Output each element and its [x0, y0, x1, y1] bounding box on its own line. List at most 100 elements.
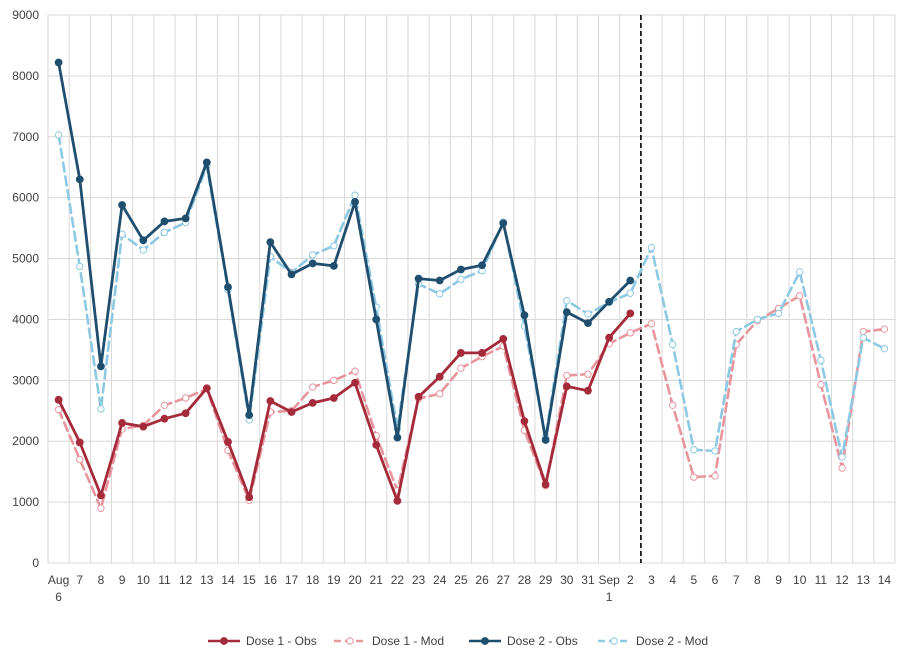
- data-point-dose-1-mod: [436, 390, 444, 398]
- x-tick-label: 29: [539, 573, 553, 587]
- legend-swatch-marker: [610, 637, 618, 645]
- data-point-dose-1-mod: [351, 367, 359, 375]
- data-point-dose-1-mod: [76, 455, 84, 464]
- x-tick-label: 6: [712, 573, 719, 587]
- data-point-dose-1-mod: [796, 291, 804, 300]
- data-point-dose-2-obs: [75, 175, 84, 184]
- data-point-dose-2-obs: [351, 198, 359, 206]
- data-point-dose-2-obs: [457, 265, 465, 274]
- data-point-dose-1-mod: [711, 472, 719, 480]
- data-point-dose-1-mod: [647, 320, 656, 328]
- data-point-dose-2-obs: [202, 158, 211, 167]
- x-tick-label: 11: [815, 573, 828, 587]
- series-group: [54, 58, 889, 512]
- data-point-dose-2-obs: [393, 433, 402, 442]
- y-tick-label: 2000: [12, 434, 39, 448]
- data-point-dose-2-obs: [584, 319, 592, 327]
- data-point-dose-1-obs: [160, 414, 169, 423]
- x-tick-label: 9: [775, 573, 782, 587]
- legend-label: Dose 2 - Obs: [507, 634, 578, 648]
- x-month-sublabel: 1: [606, 590, 613, 604]
- y-tick-label: 3000: [12, 373, 39, 387]
- data-point-dose-2-obs: [562, 308, 571, 317]
- data-point-dose-1-mod: [859, 327, 867, 336]
- y-tick-label: 7000: [12, 130, 39, 144]
- x-tick-label: 22: [391, 573, 405, 587]
- data-point-dose-2-obs: [520, 311, 529, 320]
- data-point-dose-1-obs: [584, 386, 592, 395]
- x-tick-label: 7: [76, 573, 83, 587]
- x-tick-label: 9: [119, 573, 126, 587]
- data-point-dose-1-mod: [817, 380, 825, 389]
- y-tick-label: 4000: [12, 312, 39, 326]
- x-tick-label: 11: [158, 573, 171, 587]
- data-point-dose-2-obs: [478, 261, 486, 270]
- data-point-dose-2-mod: [668, 340, 677, 349]
- gridlines: [47, 14, 896, 564]
- data-point-dose-2-mod: [711, 447, 719, 455]
- data-point-dose-1-obs: [181, 409, 190, 418]
- data-point-dose-2-mod: [732, 327, 740, 336]
- x-tick-label: 21: [370, 573, 384, 587]
- data-point-dose-1-obs: [478, 349, 486, 357]
- y-tick-label: 6000: [12, 191, 39, 205]
- data-point-dose-1-mod: [97, 504, 105, 512]
- y-tick-label: 9000: [12, 8, 39, 22]
- legend-swatch-marker: [481, 637, 489, 645]
- x-tick-label: 26: [475, 573, 489, 587]
- y-tick-label: 1000: [12, 495, 39, 509]
- data-point-dose-1-mod: [181, 394, 190, 402]
- x-tick-label: 16: [264, 573, 278, 587]
- x-tick-label: Aug: [48, 573, 69, 587]
- data-point-dose-1-obs: [520, 417, 529, 426]
- data-point-dose-1-obs: [626, 309, 635, 318]
- data-point-dose-1-obs: [499, 335, 508, 343]
- x-tick-label: 13: [857, 573, 871, 587]
- data-point-dose-2-mod: [308, 251, 317, 259]
- data-point-dose-1-mod: [308, 383, 317, 391]
- x-tick-label: Sep: [598, 573, 620, 587]
- x-tick-label: 18: [306, 573, 320, 587]
- x-tick-label: 14: [221, 573, 235, 587]
- x-tick-label: 20: [348, 573, 362, 587]
- series-line-dose-2-obs: [57, 61, 632, 442]
- data-point-dose-1-obs: [393, 496, 402, 505]
- data-point-dose-2-obs: [626, 276, 635, 285]
- data-point-dose-2-obs: [181, 214, 190, 223]
- data-point-dose-2-obs: [266, 238, 275, 247]
- data-point-dose-2-obs: [605, 297, 614, 306]
- data-point-dose-1-mod: [563, 371, 571, 380]
- data-point-dose-2-mod: [76, 262, 84, 271]
- y-axis: 0 1000 2000 3000 4000 5000 6000 7000 8000 9000: [12, 8, 39, 570]
- legend-label: Dose 1 - Mod: [372, 634, 444, 648]
- data-point-dose-1-obs: [605, 333, 614, 342]
- data-point-dose-2-mod: [139, 246, 147, 254]
- data-point-dose-2-mod: [647, 243, 656, 252]
- data-point-dose-1-obs: [266, 397, 275, 405]
- legend-label: Dose 1 - Obs: [246, 634, 317, 648]
- legend-label: Dose 2 - Mod: [636, 634, 708, 648]
- x-tick-label: 5: [690, 573, 697, 587]
- x-tick-label: 8: [98, 573, 105, 587]
- data-point-dose-1-mod: [457, 364, 465, 372]
- data-point-dose-2-mod: [160, 228, 169, 237]
- x-tick-label: 12: [835, 573, 849, 587]
- data-point-dose-1-mod: [880, 325, 889, 333]
- data-point-dose-1-obs: [224, 437, 232, 446]
- data-point-dose-1-obs: [245, 493, 254, 502]
- data-point-dose-2-mod: [690, 446, 698, 454]
- x-tick-label: 27: [497, 573, 511, 587]
- data-point-dose-1-obs: [118, 419, 127, 427]
- data-point-dose-2-mod: [563, 296, 571, 305]
- x-tick-label: 31: [581, 573, 595, 587]
- data-point-dose-2-mod: [859, 334, 867, 342]
- x-tick-label: 19: [327, 573, 341, 587]
- data-point-dose-1-mod: [584, 370, 592, 378]
- data-point-dose-2-obs: [499, 219, 508, 228]
- data-point-dose-2-obs: [541, 436, 550, 444]
- x-tick-label: 30: [560, 573, 574, 587]
- data-point-dose-1-mod: [668, 401, 677, 409]
- data-point-dose-1-mod: [160, 401, 169, 409]
- data-point-dose-1-obs: [351, 378, 359, 387]
